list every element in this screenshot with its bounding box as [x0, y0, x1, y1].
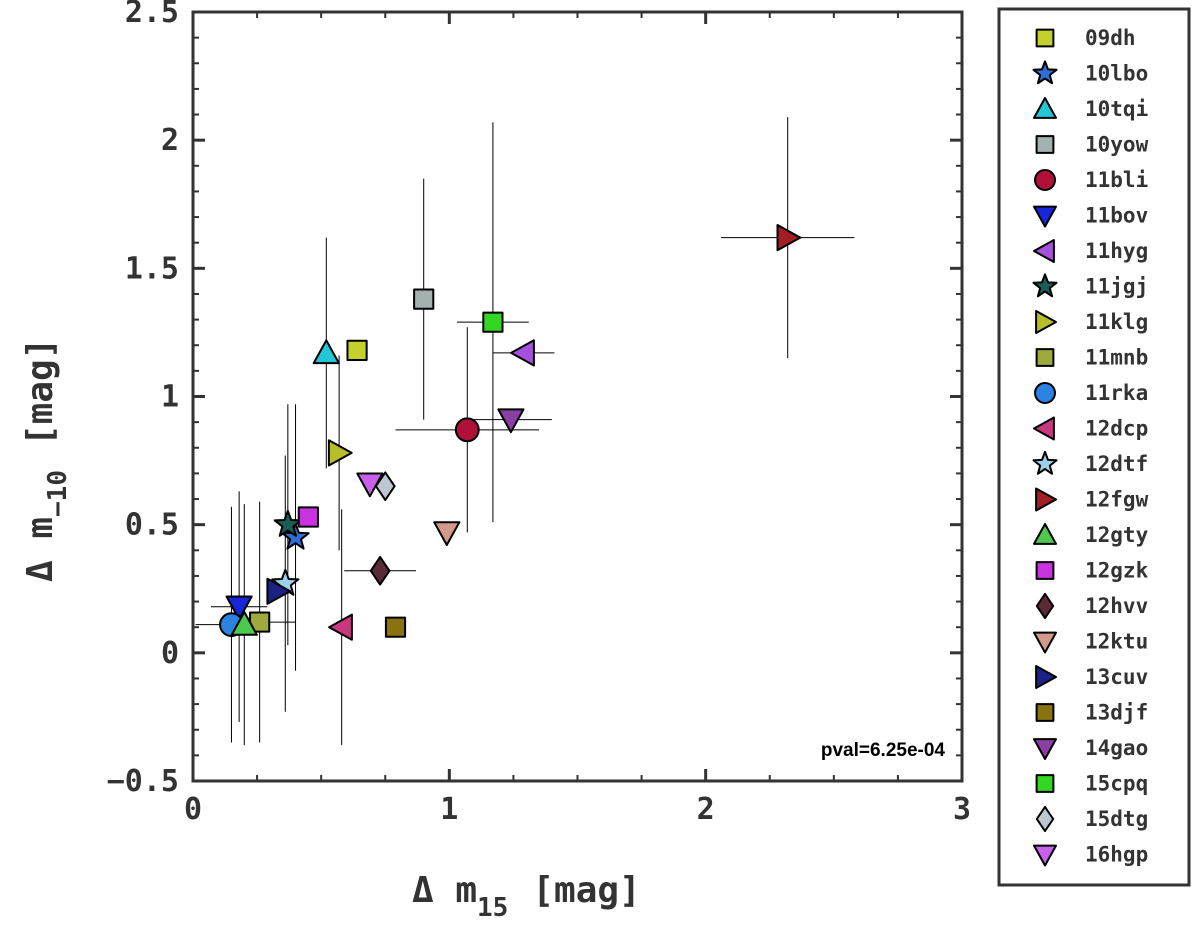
legend-marker-10tqi [1033, 97, 1057, 119]
pval-annotation: pval=6.25e-04 [821, 740, 946, 761]
y-tick-label: 2.5 [125, 0, 179, 30]
x-tick-label: 0 [184, 792, 202, 827]
legend-marker-12dtf [1032, 450, 1058, 475]
legend-label-11klg: 11klg [1085, 310, 1148, 334]
legend-label-11mnb: 11mnb [1085, 346, 1148, 370]
legend-label-12dtf: 12dtf [1085, 452, 1148, 476]
y-axis-label-group: Δ m−10 [mag] [20, 338, 73, 582]
legend-marker-11mnb [1035, 348, 1055, 367]
data-point-12gty [230, 611, 258, 636]
plot-area: 0 1 2 3−0.500.511.522.5 [107, 0, 971, 827]
y-tick-label: 1 [161, 380, 179, 415]
legend-marker-15cpq [1035, 774, 1055, 793]
legend-label-15cpq: 15cpq [1085, 772, 1148, 796]
data-point-13cuv [266, 577, 292, 605]
data-point-11bli [454, 417, 480, 443]
data-point-11bov [225, 595, 253, 621]
legend-label-12gty: 12gty [1085, 523, 1149, 547]
y-axis-label-suffix: [mag] [20, 338, 61, 446]
legend-label-10lbo: 10lbo [1085, 62, 1148, 86]
legend-label-11bli: 11bli [1085, 168, 1148, 192]
legend-marker-12ktu [1033, 631, 1057, 654]
legend-label-12gzk: 12gzk [1085, 559, 1149, 583]
legend-marker-16hgp [1033, 844, 1057, 867]
legend: 09dh 10lbo 10tqi 10yow 11bli 11bov 11hyg 11jgj 1… [997, 7, 1191, 887]
legend-box [997, 7, 1191, 887]
legend-label-11bov: 11bov [1085, 204, 1148, 228]
legend-marker-12hvv [1035, 592, 1055, 620]
y-tick-label: 2 [161, 123, 179, 158]
x-axis-label-sub: 15 [477, 893, 508, 923]
legend-marker-10yow [1035, 135, 1055, 154]
data-point-12gzk [297, 506, 319, 528]
data-point-14gao [497, 408, 525, 434]
legend-label-10tqi: 10tqi [1085, 97, 1148, 121]
legend-marker-13cuv [1035, 665, 1057, 689]
y-tick-label: 1.5 [125, 251, 179, 286]
legend-marker-12dcp [1033, 416, 1055, 441]
legend-marker-11klg [1035, 310, 1057, 334]
y-axis-label: Δ m−10 [mag] [20, 338, 73, 582]
legend-label-12ktu: 12ktu [1085, 630, 1148, 654]
data-point-16hgp [356, 472, 384, 498]
x-tick-label: 2 [697, 792, 715, 827]
legend-marker-11rka [1034, 382, 1056, 404]
legend-label-09dh: 09dh [1085, 26, 1136, 50]
x-axis-label-suffix: [mag] [532, 870, 640, 911]
legend-label-14gao: 14gao [1085, 736, 1148, 760]
data-point-11klg [327, 439, 353, 467]
legend-label-11hyg: 11hyg [1085, 239, 1148, 263]
y-tick-label: 0 [161, 636, 179, 671]
data-point-15cpq [482, 311, 504, 333]
legend-marker-09dh [1035, 28, 1055, 48]
x-tick-label: 3 [953, 792, 971, 827]
legend-marker-15dtg [1035, 805, 1055, 833]
data-point-13djf [384, 616, 407, 638]
legend-marker-11bli [1034, 169, 1056, 191]
y-axis-label-prefix: Δ m [20, 517, 61, 582]
y-tick-label: −0.5 [107, 764, 179, 799]
legend-marker-10lbo [1032, 60, 1058, 85]
legend-label-13djf: 13djf [1085, 701, 1148, 725]
legend-marker-14gao [1033, 738, 1057, 760]
data-point-10yow [413, 288, 435, 310]
y-tick-label: 0.5 [125, 508, 179, 543]
legend-marker-12fgw [1035, 487, 1057, 512]
legend-label-12fgw: 12fgw [1085, 488, 1149, 512]
data-point-12dcp [328, 613, 353, 641]
legend-marker-11jgj [1032, 273, 1058, 298]
legend-marker-11bov [1033, 205, 1057, 228]
legend-marker-11hyg [1033, 239, 1055, 263]
x-axis-label: Δ m15 [mag] [412, 870, 641, 923]
legend-label-10yow: 10yow [1085, 133, 1149, 157]
data-point-09dh [346, 339, 368, 361]
data-point-12ktu [433, 521, 461, 546]
data-point-12hvv [369, 556, 391, 586]
x-axis-label-prefix: Δ m [412, 870, 477, 911]
data-point-12fgw [776, 224, 802, 252]
data-point-11hyg [510, 339, 535, 367]
plot-frame [191, 10, 964, 783]
legend-label-13cuv: 13cuv [1085, 665, 1148, 689]
legend-marker-12gzk [1035, 561, 1055, 580]
x-tick-label: 1 [440, 792, 458, 827]
legend-label-15dtg: 15dtg [1085, 807, 1148, 831]
legend-label-12dcp: 12dcp [1085, 417, 1148, 441]
y-axis-label-sub: −10 [43, 470, 73, 517]
data-point-10tqi [312, 339, 340, 365]
legend-marker-13djf [1035, 703, 1055, 722]
legend-label-11rka: 11rka [1085, 381, 1148, 405]
data-point-11jgj [273, 509, 302, 537]
legend-label-16hgp: 16hgp [1085, 843, 1148, 867]
legend-marker-12gty [1033, 523, 1057, 545]
legend-label-11jgj: 11jgj [1085, 275, 1148, 299]
legend-label-12hvv: 12hvv [1085, 594, 1148, 618]
